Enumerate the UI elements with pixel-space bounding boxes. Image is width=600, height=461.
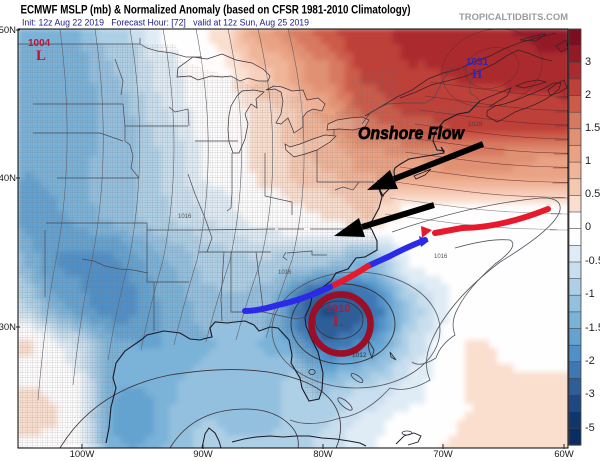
svg-text:3: 3 (585, 56, 591, 68)
svg-text:1031: 1031 (466, 57, 489, 68)
svg-text:1004: 1004 (28, 38, 51, 49)
svg-text:-1: -1 (585, 288, 595, 300)
svg-text:70W: 70W (433, 449, 453, 460)
svg-text:Onshore Flow: Onshore Flow (358, 123, 465, 143)
svg-text:-0.5: -0.5 (585, 255, 600, 267)
svg-text:-3: -3 (585, 388, 595, 400)
svg-text:1016: 1016 (278, 270, 292, 276)
svg-text:TROPICALTIDBITS.COM: TROPICALTIDBITS.COM (459, 11, 568, 22)
svg-text:0.5: 0.5 (585, 188, 600, 200)
svg-text:L: L (36, 48, 46, 64)
svg-text:L: L (333, 314, 343, 330)
svg-text:60W: 60W (554, 449, 574, 460)
svg-text:1016: 1016 (434, 254, 448, 260)
svg-text:-2: -2 (585, 355, 595, 367)
svg-text:30N: 30N (0, 322, 16, 333)
svg-text:40N: 40N (0, 173, 16, 184)
svg-text:1016: 1016 (178, 214, 192, 220)
svg-text:1010: 1010 (326, 303, 350, 315)
svg-text:50N: 50N (0, 25, 16, 36)
svg-text:100W: 100W (70, 449, 95, 460)
svg-text:1012: 1012 (352, 352, 367, 359)
svg-text:ECMWF MSLP (mb) & Normalized A: ECMWF MSLP (mb) & Normalized Anomaly (ba… (21, 3, 411, 17)
svg-text:90W: 90W (193, 449, 213, 460)
svg-text:H: H (472, 66, 482, 81)
svg-text:-1.5: -1.5 (585, 322, 600, 334)
svg-text:-5: -5 (585, 422, 595, 434)
svg-text:0: 0 (585, 221, 591, 233)
svg-text:1: 1 (585, 155, 591, 167)
svg-text:2: 2 (585, 89, 591, 101)
svg-text:80W: 80W (313, 449, 333, 460)
svg-text:Init: 12z Aug 22 2019 Foreca: Init: 12z Aug 22 2019 Forecast Hour: [72… (22, 18, 309, 29)
svg-text:1.5: 1.5 (585, 122, 600, 134)
svg-text:1028: 1028 (468, 121, 483, 128)
